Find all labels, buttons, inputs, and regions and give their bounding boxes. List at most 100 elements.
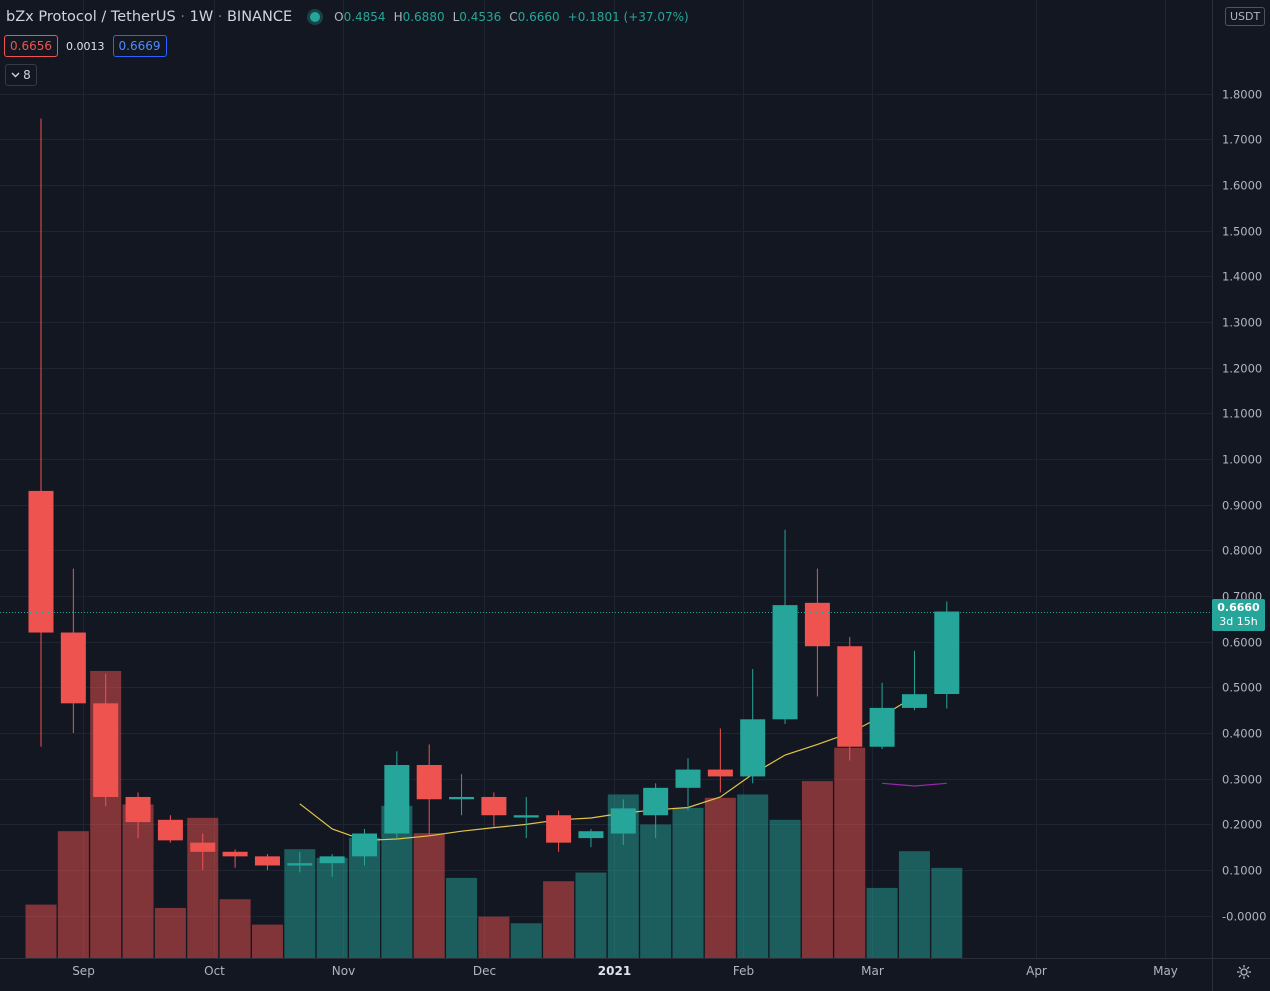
plot-background [0, 0, 1212, 958]
gear-icon[interactable] [1236, 964, 1252, 980]
price-tick-label: 1.3000 [1222, 316, 1262, 330]
close-value: 0.6660 [517, 10, 560, 24]
volume-bar [640, 824, 672, 958]
candle-body [416, 765, 442, 800]
time-tick-label: Apr [1026, 964, 1047, 978]
price-tick-label: 1.1000 [1222, 407, 1262, 421]
price-tick-label: 1.2000 [1222, 362, 1262, 376]
time-tick-label: Feb [733, 964, 754, 978]
price-tick-label: 0.1000 [1222, 864, 1262, 878]
volume-bar [446, 877, 478, 958]
volume-bar [57, 831, 89, 958]
price-tick-label: 0.9000 [1222, 499, 1262, 513]
candle-body [934, 611, 960, 695]
volume-bar [154, 907, 186, 958]
spread-value: 0.0013 [66, 39, 105, 53]
price-tick-label: 0.3000 [1222, 773, 1262, 787]
high-label: H [393, 10, 403, 24]
candle-body [675, 769, 701, 788]
market-status-icon [310, 12, 321, 22]
volume-bar [866, 887, 898, 958]
open-value: 0.4854 [343, 10, 386, 24]
candle-body [513, 815, 539, 818]
bar-countdown: 3d 15h [1219, 615, 1258, 628]
candle-body [610, 808, 636, 834]
moving-average-line-2 [882, 782, 947, 787]
low-label: L [452, 10, 460, 24]
volume-bars [25, 670, 963, 958]
moving-average-lines [299, 695, 947, 842]
sell-button[interactable]: 0.6656 [4, 35, 58, 57]
volume-bar [834, 747, 866, 958]
price-tick-label: 1.7000 [1222, 133, 1262, 147]
volume-bar [251, 924, 283, 958]
indicators-toggle-button[interactable]: 8 [5, 64, 37, 86]
low-value: 0.4536 [459, 10, 502, 24]
price-tick-label: 1.0000 [1222, 453, 1262, 467]
candle-body [28, 490, 54, 633]
candle-body [578, 831, 604, 839]
price-tick-label: 1.6000 [1222, 179, 1262, 193]
symbol-title[interactable]: bZx Protocol / TetherUS · 1W · BINANCE [6, 9, 293, 25]
price-axis[interactable]: -0.0000 0.1000 0.2000 0.3000 0.4000 0.5000 0.6… [1222, 88, 1266, 924]
price-tick-label: 0.5000 [1222, 681, 1262, 695]
price-tick-label: -0.0000 [1222, 910, 1266, 924]
candle-body [837, 646, 863, 747]
price-tick-label: 0.8000 [1222, 544, 1262, 558]
buy-button[interactable]: 0.6669 [112, 35, 167, 57]
candle-body [707, 769, 733, 777]
price-tick-label: 0.4000 [1222, 727, 1262, 741]
time-tick-label: Nov [332, 964, 355, 978]
volume-bar [672, 807, 704, 958]
volume-bar [413, 833, 445, 958]
volume-bar [801, 781, 833, 958]
volume-bar [510, 923, 542, 958]
currency-button[interactable]: USDT [1225, 7, 1266, 26]
last-price-label: 0.6660 3d 15h [1212, 599, 1265, 631]
volume-bar [931, 867, 963, 958]
candle-body [190, 842, 216, 852]
volume-bar [543, 881, 575, 958]
candle-body [222, 851, 248, 857]
candle-body [352, 833, 377, 857]
candle-body [319, 856, 345, 864]
volume-bar [769, 819, 801, 958]
candle-body [901, 694, 927, 708]
volume-bar [737, 794, 769, 958]
volume-bar [575, 872, 607, 958]
price-tick-label: 1.5000 [1222, 225, 1262, 239]
time-axis[interactable]: Sep Oct Nov Dec 2021 Feb Mar Apr May [72, 964, 1178, 978]
time-tick-label: 2021 [598, 964, 631, 978]
interval-label: 1W [189, 9, 214, 25]
candle-body [384, 765, 410, 834]
time-tick-label: May [1153, 964, 1178, 978]
candlesticks [28, 118, 960, 877]
candle-body [449, 796, 475, 800]
time-tick-label: Mar [861, 964, 884, 978]
chart-header: bZx Protocol / TetherUS · 1W · BINANCE O… [6, 9, 689, 25]
time-tick-label: Dec [473, 964, 496, 978]
time-tick-label: Sep [72, 964, 95, 978]
volume-bar [25, 904, 57, 958]
ohlc-legend: O0.4854 H0.6880 L0.4536 C0.6660 +0.1801 … [334, 10, 689, 24]
candle-body [93, 703, 119, 797]
symbol-name: bZx Protocol / TetherUS [6, 9, 176, 25]
price-tick-label: 1.4000 [1222, 270, 1262, 284]
open-label: O [334, 10, 344, 24]
trade-panel: 0.6656 0.0013 0.6669 [4, 35, 167, 57]
volume-bar [478, 916, 510, 958]
exchange-label: BINANCE [226, 9, 293, 25]
candle-body [740, 719, 766, 777]
candle-body [546, 815, 572, 843]
candle-body [804, 602, 830, 647]
moving-average-line [299, 695, 915, 842]
high-value: 0.6880 [402, 10, 445, 24]
candle-body [869, 707, 895, 747]
volume-bar [219, 899, 251, 958]
candle-body [157, 819, 183, 841]
candle-body [287, 863, 313, 866]
indicator-count: 8 [23, 68, 31, 82]
price-tick-label: 0.2000 [1222, 818, 1262, 832]
